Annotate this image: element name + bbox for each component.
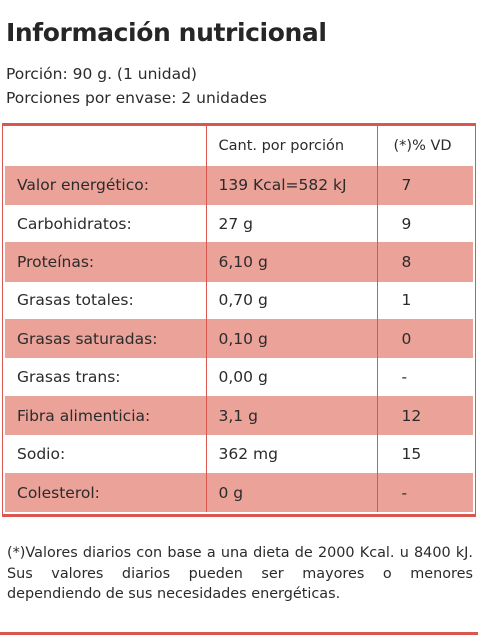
header-amount-per-serving: Cant. por porción	[205, 126, 377, 166]
nutrient-amount: 0,70 g	[205, 280, 377, 320]
nutrient-amount: 0,10 g	[205, 319, 377, 358]
table-row: Carbohidratos: 27 g 9	[5, 203, 473, 243]
nutrient-name: Fibra alimenticia:	[5, 395, 206, 435]
table-row: Grasas trans: 0,00 g -	[5, 357, 473, 397]
nutrient-amount: 6,10 g	[205, 242, 377, 282]
table-row: Sodio: 362 mg 15	[5, 434, 473, 474]
nutrient-daily-value: 8	[376, 242, 473, 282]
nutrient-amount: 139 Kcal=582 kJ	[205, 165, 377, 205]
nutrient-amount: 0,00 g	[205, 357, 377, 397]
table-row: Fibra alimenticia: 3,1 g 12	[5, 395, 473, 435]
nutrient-daily-value: 1	[376, 280, 473, 320]
table-row: Grasas saturadas: 0,10 g 0	[5, 319, 473, 358]
nutrient-daily-value: 9	[376, 203, 473, 243]
nutrient-name: Sodio:	[5, 434, 206, 474]
nutrient-amount: 362 mg	[205, 434, 377, 474]
bottom-divider	[0, 632, 478, 635]
table-header-row: Cant. por porción (*)% VD	[5, 126, 473, 166]
servings-per-package: Porciones por envase: 2 unidades	[6, 89, 267, 107]
nutrient-daily-value: 12	[376, 395, 473, 435]
header-daily-value: (*)% VD	[376, 126, 473, 166]
nutrient-amount: 3,1 g	[205, 395, 377, 435]
table-row: Valor energético: 139 Kcal=582 kJ 7	[5, 165, 473, 205]
nutrient-name: Valor energético:	[5, 165, 206, 205]
nutrient-name: Grasas saturadas:	[5, 319, 206, 358]
nutrient-name: Grasas trans:	[5, 357, 206, 397]
header-nutrient	[5, 126, 206, 166]
nutrient-daily-value: 15	[376, 434, 473, 474]
daily-value-footnote: (*)Valores diarios con base a una dieta …	[7, 545, 473, 602]
nutrient-name: Carbohidratos:	[5, 203, 206, 243]
nutrient-name: Colesterol:	[5, 472, 206, 512]
nutrient-daily-value: -	[376, 357, 473, 397]
nutrient-name: Proteínas:	[5, 242, 206, 282]
page-title: Información nutricional	[6, 18, 327, 47]
nutrient-amount: 0 g	[205, 472, 377, 512]
nutrient-daily-value: 7	[376, 165, 473, 205]
table-row: Colesterol: 0 g -	[5, 472, 473, 512]
nutrition-table-frame: Cant. por porción (*)% VD Valor energéti…	[2, 123, 476, 517]
table-row: Proteínas: 6,10 g 8	[5, 242, 473, 282]
serving-portion: Porción: 90 g. (1 unidad)	[6, 65, 197, 83]
nutrient-name: Grasas totales:	[5, 280, 206, 320]
nutrient-amount: 27 g	[205, 203, 377, 243]
table-row: Grasas totales: 0,70 g 1	[5, 280, 473, 320]
nutrition-table: Cant. por porción (*)% VD Valor energéti…	[5, 126, 473, 512]
nutrient-daily-value: -	[376, 472, 473, 512]
nutrient-daily-value: 0	[376, 319, 473, 358]
